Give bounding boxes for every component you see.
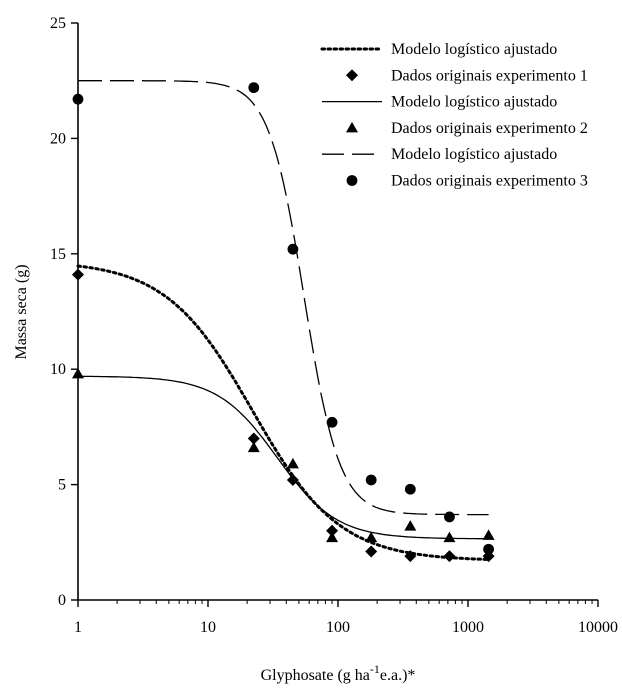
legend-item-2: Dados originais experimento 1 bbox=[346, 67, 588, 84]
data-point-diamond bbox=[247, 432, 260, 445]
legend-item-3: Modelo logístico ajustado bbox=[322, 94, 557, 111]
data-point-circle bbox=[444, 511, 455, 523]
data-point-diamond bbox=[404, 550, 417, 563]
series-2 bbox=[72, 268, 495, 563]
x-axis-label-superscript: -1 bbox=[370, 662, 380, 676]
x-axis-label: Glyphosate (g ha-1e.a.)* bbox=[261, 662, 416, 684]
fitted-curve-solid bbox=[78, 375, 489, 540]
y-tick-label: 15 bbox=[50, 246, 66, 263]
y-tick-label: 0 bbox=[58, 592, 66, 609]
legend-item-4: Dados originais experimento 2 bbox=[346, 120, 588, 137]
y-tick-label: 25 bbox=[50, 15, 66, 32]
x-tick-label: 1000 bbox=[452, 619, 484, 636]
legend-item-5: Modelo logístico ajustado bbox=[322, 146, 557, 163]
data-point-triangle bbox=[482, 529, 495, 540]
axes: 0 5 10 15 20 25 1 10 100 1000 10000 bbox=[50, 15, 618, 636]
x-tick-label: 1 bbox=[74, 619, 82, 636]
legend-swatch-circle bbox=[346, 175, 358, 186]
series-5 bbox=[78, 80, 489, 516]
y-tick-label: 5 bbox=[58, 477, 66, 494]
legend-label: Modelo logístico ajustado bbox=[391, 94, 557, 111]
data-point-triangle bbox=[326, 531, 339, 543]
data-point-circle bbox=[404, 483, 416, 495]
data-point-circle bbox=[248, 82, 260, 94]
legend-item-6: Dados originais experimento 3 bbox=[346, 173, 588, 190]
legend-label: Dados originais experimento 3 bbox=[391, 173, 588, 190]
y-tick-label: 10 bbox=[50, 361, 66, 378]
legend: Modelo logístico ajustado Dados originais… bbox=[320, 41, 588, 190]
x-tick-label: 10 bbox=[200, 619, 216, 636]
series-3 bbox=[78, 375, 489, 540]
data-point-circle bbox=[365, 474, 377, 486]
legend-swatch-diamond bbox=[346, 69, 358, 82]
data-point-diamond bbox=[72, 268, 84, 281]
legend-swatch-triangle bbox=[346, 121, 358, 133]
x-axis-label-suffix: e.a.)* bbox=[380, 667, 416, 684]
x-axis-label-main: Glyphosate (g ha bbox=[261, 667, 370, 684]
data-point-diamond bbox=[365, 545, 378, 558]
data-point-triangle bbox=[365, 531, 378, 543]
data-point-circle bbox=[287, 243, 299, 255]
fitted-curve-dashed bbox=[78, 80, 489, 516]
data-point-triangle bbox=[247, 441, 260, 453]
data-point-diamond bbox=[443, 550, 456, 563]
legend-label: Modelo logístico ajustado bbox=[391, 41, 557, 58]
data-point-circle bbox=[326, 416, 338, 428]
fitted-curve-dotted bbox=[76, 264, 491, 561]
series-6 bbox=[72, 82, 494, 555]
data-point-circle bbox=[483, 543, 494, 555]
legend-label: Modelo logístico ajustado bbox=[391, 146, 557, 163]
data-point-circle bbox=[72, 93, 84, 105]
data-point-triangle bbox=[286, 457, 299, 469]
series-1 bbox=[76, 264, 491, 561]
series-layer bbox=[72, 80, 495, 563]
data-point-triangle bbox=[72, 367, 84, 379]
y-tick-label: 20 bbox=[50, 130, 66, 147]
y-axis-label: Massa seca (g) bbox=[13, 264, 30, 359]
x-tick-label: 10000 bbox=[578, 619, 618, 636]
data-point-triangle bbox=[443, 531, 456, 543]
legend-item-1: Modelo logístico ajustado bbox=[320, 41, 557, 58]
data-point-triangle bbox=[404, 520, 417, 531]
x-tick-label: 100 bbox=[326, 619, 350, 636]
legend-label: Dados originais experimento 2 bbox=[391, 120, 588, 137]
data-point-diamond bbox=[326, 524, 339, 537]
series-4 bbox=[72, 367, 495, 543]
legend-label: Dados originais experimento 1 bbox=[391, 67, 588, 84]
